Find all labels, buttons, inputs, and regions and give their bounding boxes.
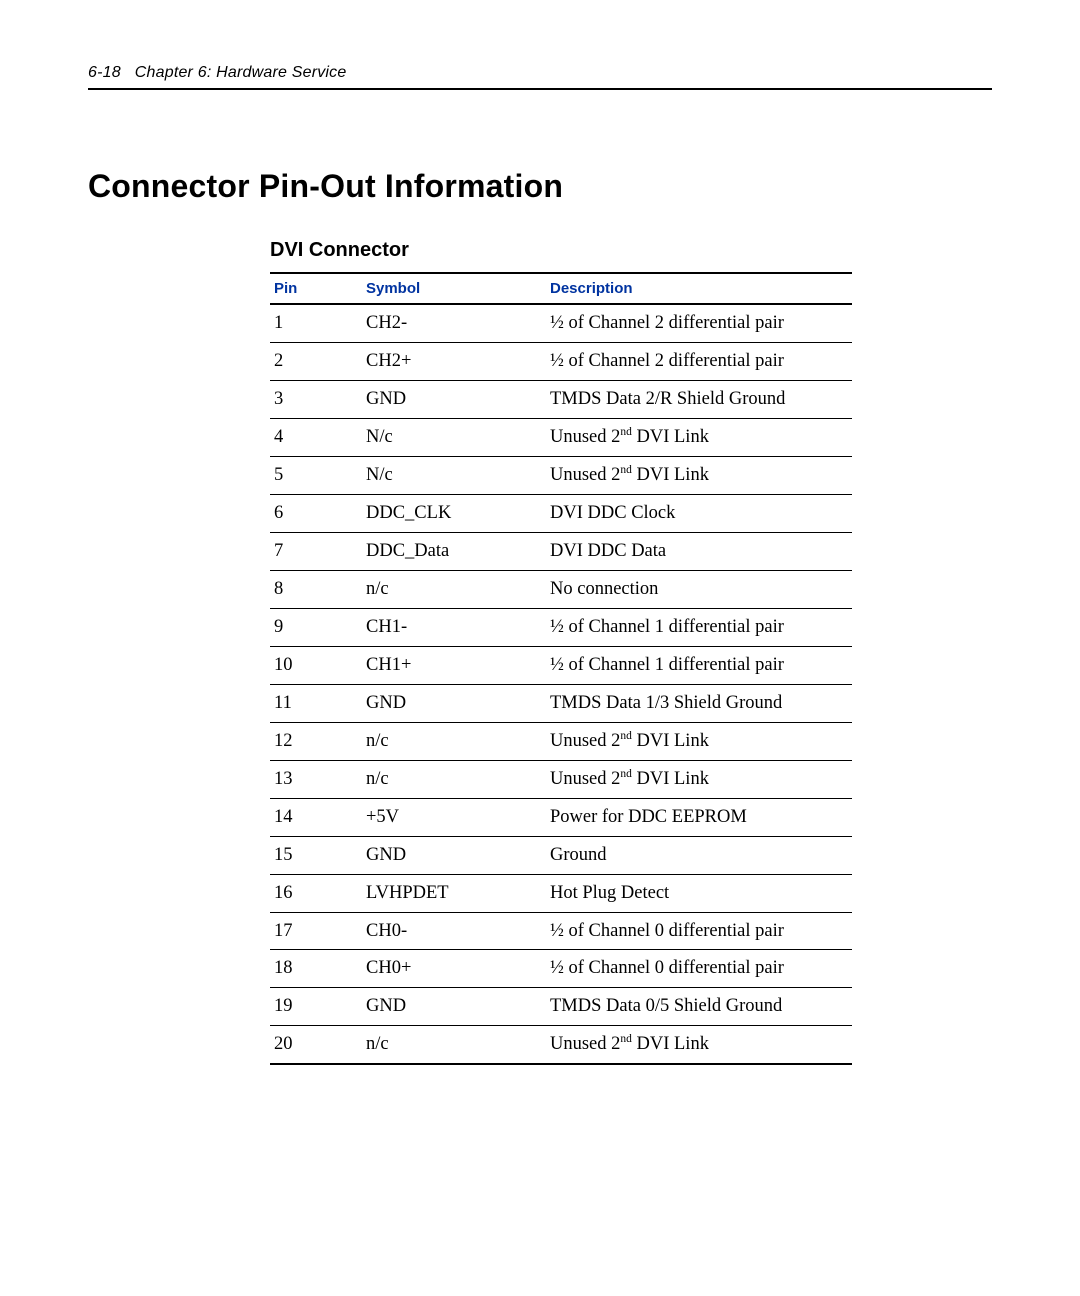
cell-description: ½ of Channel 2 differential pair	[546, 304, 852, 342]
cell-pin: 10	[270, 646, 362, 684]
cell-symbol: CH2+	[362, 342, 546, 380]
pinout-table-section: DVI Connector Pin Symbol Description 1CH…	[270, 239, 852, 1065]
cell-description: DVI DDC Clock	[546, 494, 852, 532]
table-row: 19GNDTMDS Data 0/5 Shield Ground	[270, 988, 852, 1026]
cell-pin: 13	[270, 760, 362, 798]
cell-symbol: CH0-	[362, 912, 546, 950]
table-row: 16LVHPDETHot Plug Detect	[270, 874, 852, 912]
chapter-title: Chapter 6: Hardware Service	[135, 64, 347, 81]
cell-symbol: GND	[362, 684, 546, 722]
cell-symbol: CH1-	[362, 608, 546, 646]
cell-description: ½ of Channel 0 differential pair	[546, 912, 852, 950]
col-header-desc: Description	[546, 273, 852, 304]
table-row: 9CH1-½ of Channel 1 differential pair	[270, 608, 852, 646]
cell-description: DVI DDC Data	[546, 532, 852, 570]
cell-pin: 8	[270, 570, 362, 608]
cell-symbol: CH1+	[362, 646, 546, 684]
cell-symbol: +5V	[362, 798, 546, 836]
table-row: 15GNDGround	[270, 836, 852, 874]
cell-symbol: n/c	[362, 760, 546, 798]
cell-symbol: CH2-	[362, 304, 546, 342]
cell-pin: 17	[270, 912, 362, 950]
cell-description: Unused 2nd DVI Link	[546, 722, 852, 760]
cell-description: Unused 2nd DVI Link	[546, 418, 852, 456]
cell-symbol: CH0+	[362, 950, 546, 988]
table-row: 3GNDTMDS Data 2/R Shield Ground	[270, 380, 852, 418]
table-header-row: Pin Symbol Description	[270, 273, 852, 304]
cell-symbol: GND	[362, 988, 546, 1026]
table-row: 7DDC_DataDVI DDC Data	[270, 532, 852, 570]
table-row: 8n/cNo connection	[270, 570, 852, 608]
table-row: 20n/cUnused 2nd DVI Link	[270, 1026, 852, 1064]
cell-pin: 1	[270, 304, 362, 342]
cell-pin: 7	[270, 532, 362, 570]
cell-description: TMDS Data 1/3 Shield Ground	[546, 684, 852, 722]
cell-description: ½ of Channel 1 differential pair	[546, 646, 852, 684]
cell-description: Power for DDC EEPROM	[546, 798, 852, 836]
cell-pin: 16	[270, 874, 362, 912]
cell-description: Ground	[546, 836, 852, 874]
cell-description: No connection	[546, 570, 852, 608]
table-row: 12n/cUnused 2nd DVI Link	[270, 722, 852, 760]
cell-pin: 15	[270, 836, 362, 874]
table-title: DVI Connector	[270, 239, 852, 262]
running-header: 6-18 Chapter 6: Hardware Service	[88, 64, 992, 90]
cell-description: TMDS Data 0/5 Shield Ground	[546, 988, 852, 1026]
table-row: 6DDC_CLKDVI DDC Clock	[270, 494, 852, 532]
cell-symbol: n/c	[362, 722, 546, 760]
cell-pin: 19	[270, 988, 362, 1026]
cell-symbol: DDC_CLK	[362, 494, 546, 532]
cell-pin: 3	[270, 380, 362, 418]
pinout-table: Pin Symbol Description 1CH2-½ of Channel…	[270, 272, 852, 1065]
cell-description: Hot Plug Detect	[546, 874, 852, 912]
cell-pin: 11	[270, 684, 362, 722]
cell-symbol: LVHPDET	[362, 874, 546, 912]
cell-description: Unused 2nd DVI Link	[546, 760, 852, 798]
cell-pin: 12	[270, 722, 362, 760]
cell-pin: 20	[270, 1026, 362, 1064]
cell-pin: 18	[270, 950, 362, 988]
cell-description: TMDS Data 2/R Shield Ground	[546, 380, 852, 418]
cell-symbol: N/c	[362, 456, 546, 494]
cell-pin: 4	[270, 418, 362, 456]
cell-symbol: GND	[362, 380, 546, 418]
col-header-pin: Pin	[270, 273, 362, 304]
cell-symbol: GND	[362, 836, 546, 874]
page-ref: 6-18	[88, 64, 121, 81]
cell-symbol: n/c	[362, 570, 546, 608]
table-row: 2CH2+½ of Channel 2 differential pair	[270, 342, 852, 380]
table-row: 5N/cUnused 2nd DVI Link	[270, 456, 852, 494]
cell-pin: 5	[270, 456, 362, 494]
cell-pin: 2	[270, 342, 362, 380]
table-row: 18CH0+½ of Channel 0 differential pair	[270, 950, 852, 988]
cell-description: ½ of Channel 2 differential pair	[546, 342, 852, 380]
col-header-symbol: Symbol	[362, 273, 546, 304]
cell-description: ½ of Channel 1 differential pair	[546, 608, 852, 646]
cell-description: Unused 2nd DVI Link	[546, 456, 852, 494]
table-row: 14+5VPower for DDC EEPROM	[270, 798, 852, 836]
pinout-table-body: 1CH2-½ of Channel 2 differential pair2CH…	[270, 304, 852, 1064]
cell-pin: 14	[270, 798, 362, 836]
cell-pin: 9	[270, 608, 362, 646]
table-row: 13n/cUnused 2nd DVI Link	[270, 760, 852, 798]
table-row: 17CH0-½ of Channel 0 differential pair	[270, 912, 852, 950]
section-heading: Connector Pin-Out Information	[88, 168, 992, 205]
document-page: 6-18 Chapter 6: Hardware Service Connect…	[0, 0, 1080, 1296]
table-row: 10CH1+½ of Channel 1 differential pair	[270, 646, 852, 684]
cell-symbol: DDC_Data	[362, 532, 546, 570]
cell-symbol: n/c	[362, 1026, 546, 1064]
table-row: 4N/cUnused 2nd DVI Link	[270, 418, 852, 456]
table-row: 1CH2-½ of Channel 2 differential pair	[270, 304, 852, 342]
cell-description: ½ of Channel 0 differential pair	[546, 950, 852, 988]
cell-symbol: N/c	[362, 418, 546, 456]
table-row: 11GNDTMDS Data 1/3 Shield Ground	[270, 684, 852, 722]
cell-pin: 6	[270, 494, 362, 532]
cell-description: Unused 2nd DVI Link	[546, 1026, 852, 1064]
